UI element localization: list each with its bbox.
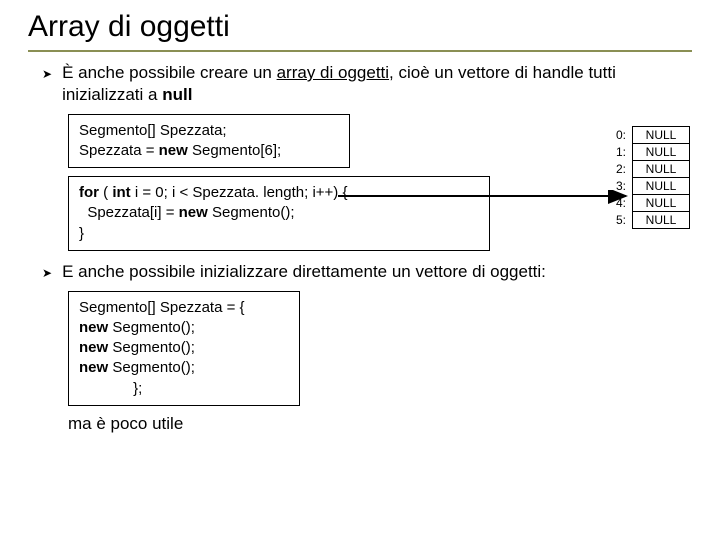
c: new xyxy=(159,142,188,159)
array-cell: NULL xyxy=(633,144,690,161)
c: new xyxy=(79,359,108,376)
array-cell: NULL xyxy=(633,161,690,178)
array-index: 0: xyxy=(610,127,633,144)
slide: Array di oggetti ➤ È anche possibile cre… xyxy=(0,0,720,540)
array-cell: NULL xyxy=(633,178,690,195)
array-index: 1: xyxy=(610,144,633,161)
array-index: 3: xyxy=(610,178,633,195)
c: Spezzata = xyxy=(79,142,159,159)
bullet-1: ➤ È anche possibile creare un array di o… xyxy=(42,62,692,106)
c: Segmento[] Spezzata = { xyxy=(79,299,245,316)
bullet-2: ➤ E anche possibile inizializzare dirett… xyxy=(42,261,692,283)
slide-title: Array di oggetti xyxy=(28,10,692,48)
c: for xyxy=(79,184,99,201)
array-cell: NULL xyxy=(633,195,690,212)
c: Segmento(); xyxy=(108,319,195,336)
title-rule xyxy=(28,50,692,52)
c: }; xyxy=(79,380,142,397)
array-index: 2: xyxy=(610,161,633,178)
chevron-icon: ➤ xyxy=(42,266,52,280)
t: È anche possibile creare un xyxy=(62,63,277,82)
t: null xyxy=(162,85,192,104)
t: array di oggetti xyxy=(277,63,389,82)
code-box-2: for ( int i = 0; i < Spezzata. length; i… xyxy=(68,176,490,251)
array-cell: NULL xyxy=(633,127,690,144)
c: new xyxy=(79,339,108,356)
array-index: 5: xyxy=(610,212,633,229)
c: new xyxy=(179,204,208,221)
chevron-icon: ➤ xyxy=(42,67,52,81)
array-cell: NULL xyxy=(633,212,690,229)
c: Segmento(); xyxy=(108,359,195,376)
array-table: 0:NULL1:NULL2:NULL3:NULL4:NULL5:NULL xyxy=(610,126,690,229)
c: } xyxy=(79,225,84,242)
code-box-3: Segmento[] Spezzata = { new Segmento(); … xyxy=(68,291,300,406)
c: Spezzata[i] = xyxy=(79,204,179,221)
c: Segmento[6]; xyxy=(188,142,281,159)
array-index: 4: xyxy=(610,195,633,212)
c: Segmento(); xyxy=(108,339,195,356)
bullet-1-text: È anche possibile creare un array di ogg… xyxy=(62,62,622,106)
c: Segmento[] Spezzata; xyxy=(79,122,227,139)
c: Segmento(); xyxy=(208,204,295,221)
c: new xyxy=(79,319,108,336)
c: ( xyxy=(99,184,112,201)
bullet-2-text: E anche possibile inizializzare direttam… xyxy=(62,261,546,283)
footer-text: ma è poco utile xyxy=(68,414,692,434)
c: i = 0; i < Spezzata. length; i++) { xyxy=(131,184,348,201)
code-box-1: Segmento[] Spezzata; Spezzata = new Segm… xyxy=(68,114,350,169)
c: int xyxy=(112,184,130,201)
